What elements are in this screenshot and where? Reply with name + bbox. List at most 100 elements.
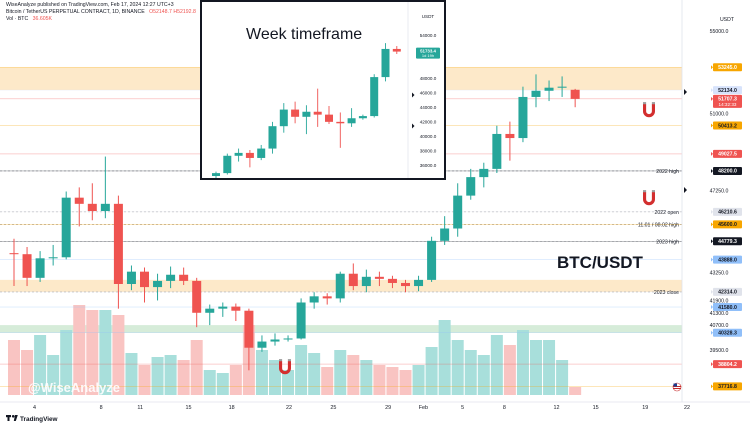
volume-bar [360,360,373,395]
price-tag-box [713,303,742,312]
price-tag-pointer [711,257,713,262]
candle [570,88,580,108]
candle-body [166,274,176,281]
time-axis-label: 5 [461,405,464,411]
weekly-candle [212,171,220,178]
weekly-candle [381,43,390,82]
price-axis-label: 43250.0 [710,271,729,277]
weekly-candle-body [279,109,288,127]
volume-label: Vol · BTC [6,16,29,22]
volume-bar [399,370,412,395]
magnet-pole [643,190,647,193]
magnet-pole [643,102,647,105]
price-tag-text: 49027.5 [718,152,737,158]
candle-body [22,254,32,278]
volume-bar [477,355,490,395]
price-tag-text: 43888.0 [718,257,737,263]
price-tag-text: 48200.0 [718,169,737,175]
volume-bar [412,365,425,395]
price-axis-label: 39500.0 [710,348,729,354]
price-tag-pointer [711,96,713,101]
price-tag-pointer [711,65,713,70]
price-tag-box [713,63,742,72]
flag-canton [673,383,677,387]
candle-body [296,302,306,339]
candle-body [531,90,541,97]
candle [179,267,189,286]
candle [140,267,149,303]
volume-bar [138,365,151,395]
candle-body [348,273,358,287]
volume-bar [21,350,34,395]
candle [296,298,306,340]
volume-bar [490,335,503,395]
price-tag-box [713,94,742,108]
weekly-candle-body [268,126,277,149]
candle [9,238,19,287]
candle-body [309,296,319,303]
candle [61,191,71,260]
price-axis-label: 51000.0 [710,111,729,117]
candle [283,335,293,342]
time-axis-label: 18 [229,405,235,411]
weekly-candle [291,101,300,124]
candle [153,273,163,301]
price-tag-box [713,149,742,158]
volume-bar [60,330,73,395]
candle-body [283,338,293,340]
volume-bar [321,367,334,395]
candle-body [48,257,58,259]
price-tag-text: 52134.0 [718,88,737,94]
weekly-candle [370,74,379,118]
weekly-candle [257,144,266,161]
candle [505,121,515,161]
candle-body [218,306,228,309]
weekly-candle-body [358,116,367,119]
candle-body [61,197,71,258]
candle-body [126,271,136,284]
time-axis-label: 4 [33,405,36,411]
magnet-pole [287,359,291,362]
candle-body [414,279,424,287]
weekly-price-chart[interactable]: Week timeframeUSDT54000.052000.048000.04… [202,2,444,178]
candle [531,74,541,108]
marker-arrow [684,187,687,193]
magnet-icon [643,102,655,118]
weekly-candle-body [347,118,356,124]
volume-bar [177,360,190,395]
tradingview-logo-icon [6,415,18,421]
candle-body [401,282,410,287]
weekly-inset-panel: Week timeframeUSDT54000.052000.048000.04… [200,0,446,180]
time-axis-label: 15 [593,405,599,411]
inset-price-tag-box [416,47,440,59]
candle-body [153,280,163,288]
weekly-candle [223,153,232,175]
watermark-text: @WiseAnalyze [28,380,120,395]
weekly-candle-body [313,111,322,115]
level-label: 2022 open [654,210,679,216]
price-tag-text: 38804.2 [718,362,737,368]
inset-axis-label: 44000.0 [420,105,437,110]
candle-body [387,278,397,283]
volume-bar [203,370,216,395]
candle-body [518,96,528,139]
level-label: 2023 high [656,239,679,245]
price-tag-pointer [711,305,713,310]
marker-arrow [684,89,687,95]
time-axis-label: 25 [330,405,336,411]
volume-bar [229,365,242,395]
price-tag-box [713,287,742,296]
candle-body [361,276,371,287]
time-axis-label: 29 [385,405,391,411]
inset-axis-label: 38000.0 [420,148,437,153]
price-tag-box [713,237,742,246]
price-tag-box [713,328,742,337]
volume-bar [125,353,138,395]
candle-body [270,339,280,342]
magnet-pole [651,190,655,193]
volume-bar [556,360,569,395]
candle-body [140,271,149,288]
inset-marker-arrow [412,123,415,129]
